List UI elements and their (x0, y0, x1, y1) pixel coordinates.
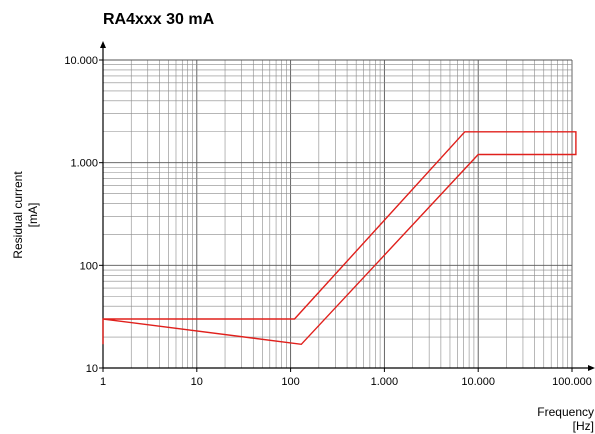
tolerance-band-line (102, 131, 577, 346)
y-axis-label: Residual current (11, 171, 25, 259)
x-tick-label: 100 (281, 376, 299, 388)
x-tick-label: 10.000 (461, 376, 495, 388)
y-tick-labels: 10 100 1.000 10.000 (64, 55, 103, 375)
y-tick-label: 100 (80, 260, 98, 272)
y-tick-label: 10.000 (64, 55, 98, 67)
y-axis-unit: [mA] (26, 203, 40, 228)
grid (102, 59, 573, 369)
y-tick-label: 10 (86, 363, 98, 375)
x-tick-label: 1.000 (371, 376, 399, 388)
x-tick-label: 1 (100, 376, 106, 388)
axes (100, 41, 595, 371)
x-axis-label: Frequency (537, 405, 594, 419)
x-tick-label: 100.000 (552, 376, 592, 388)
x-tick-label: 10 (191, 376, 203, 388)
x-axis-unit: [Hz] (573, 419, 594, 433)
series (102, 131, 577, 346)
x-axis-arrow (588, 365, 595, 371)
y-tick-label: 1.000 (70, 158, 98, 170)
y-axis-arrow (100, 41, 106, 48)
x-tick-labels: 1 10 100 1.000 10.000 100.000 (100, 368, 592, 388)
chart-title: RA4xxx 30 mA (103, 11, 215, 28)
